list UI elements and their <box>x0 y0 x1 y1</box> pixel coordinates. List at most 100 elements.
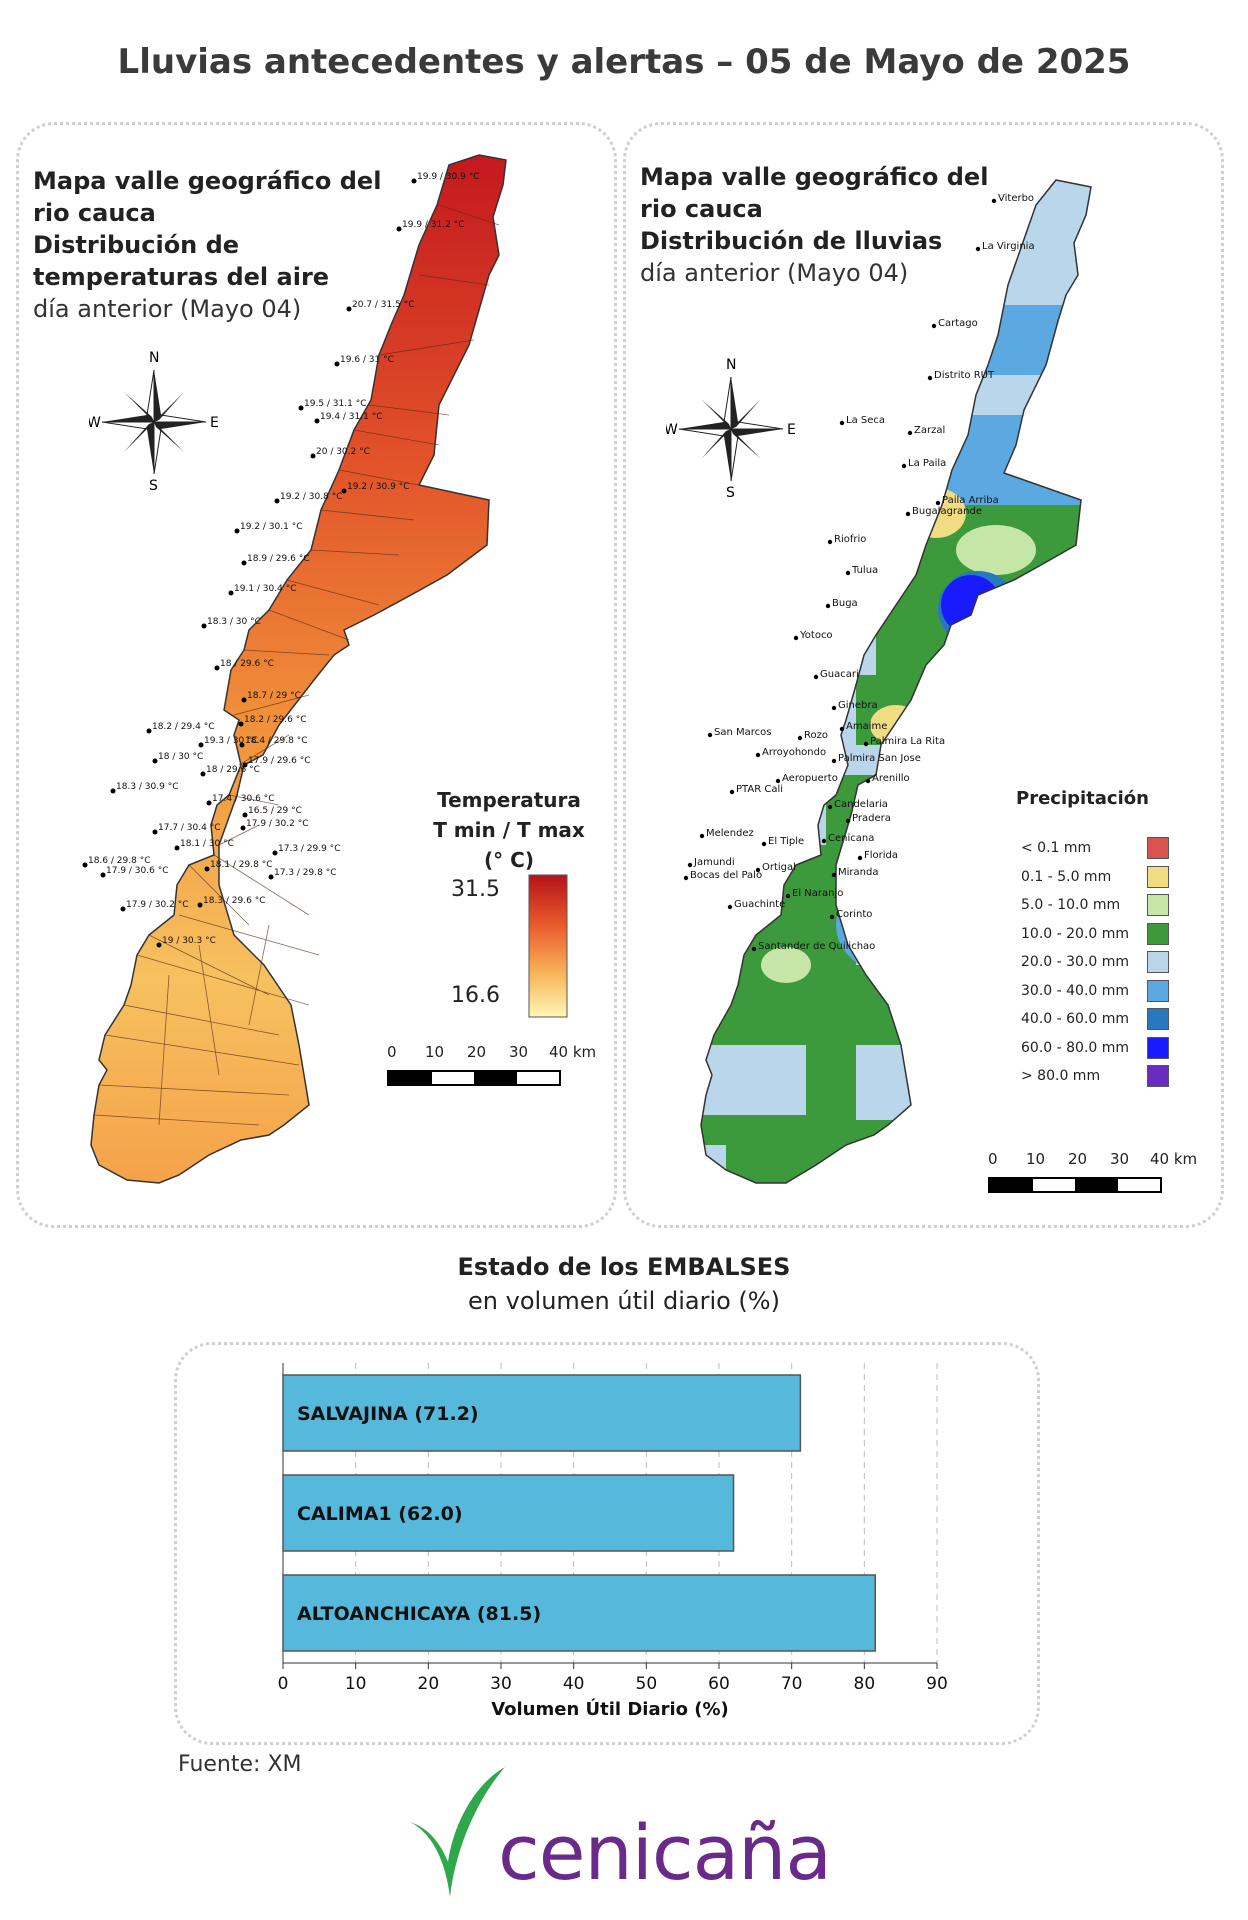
x-tick-label: 80 <box>854 1674 876 1694</box>
station-label: 18.2 / 29.6 °C <box>244 715 306 725</box>
station-label: La Seca <box>846 415 885 426</box>
station-dot <box>839 420 845 426</box>
temperature-map-panel: Mapa valle geográfico del rio cauca Dist… <box>16 122 617 1228</box>
station-dot <box>845 570 851 576</box>
station-dot <box>775 778 781 784</box>
station-label: Tulua <box>851 565 878 576</box>
station-label: 20 / 30.2 °C <box>316 447 370 457</box>
station-label: Santander de Quilichao <box>758 941 875 952</box>
compass-w: W <box>89 415 101 431</box>
station-label: 18.3 / 30.9 °C <box>116 782 178 792</box>
station-label: Guachinte <box>734 899 785 910</box>
station-dot <box>146 728 152 734</box>
reservoirs-bar-chart: SALVAJINA (71.2) CALIMA1 (62.0) ALTOANCHIC… <box>278 1363 948 1720</box>
x-tick-label: 20 <box>418 1674 440 1694</box>
station-label: La Virginia <box>982 241 1035 252</box>
station-label: Bugalagrande <box>912 506 982 517</box>
legend-title-line: T min / T max <box>433 818 585 842</box>
station-label: 19.3 / 30 °C <box>204 736 258 746</box>
station-label: 18.1 / 29.8 °C <box>210 860 272 870</box>
station-dot <box>831 758 837 764</box>
station-label: 19.6 / 31 °C <box>340 355 394 365</box>
scale-tick: 40 km <box>549 1043 597 1061</box>
station-dot <box>683 875 689 881</box>
station-dot <box>729 789 735 795</box>
station-label: Riofrio <box>834 534 866 545</box>
station-label: Viterbo <box>998 193 1034 204</box>
voronoi-lines <box>93 204 500 1126</box>
precipitation-legend-item: 10.0 - 20.0 mm <box>1021 922 1169 945</box>
compass-n: N <box>149 350 159 366</box>
station-label: 19.2 / 30.1 °C <box>240 522 302 532</box>
station-dot <box>931 323 937 329</box>
temperature-legend-title: Temperatura T min / T max (° C) <box>419 785 599 875</box>
valley-outline-rain <box>700 179 1092 1184</box>
station-label: Cenicana <box>828 833 874 844</box>
x-tick-label: 0 <box>278 1674 289 1694</box>
station-dot <box>310 453 316 459</box>
station-label: Palmira La Rita <box>870 736 945 747</box>
station-label: Jamundi <box>693 857 735 868</box>
station-dot <box>298 405 304 411</box>
compass-e: E <box>787 422 796 438</box>
station-label: Guacari <box>820 669 859 680</box>
precipitation-legend-item: 0.1 - 5.0 mm <box>1021 865 1169 888</box>
bar-salvajina <box>282 1374 802 1452</box>
compass-s: S <box>149 478 158 490</box>
x-tick-label: 10 <box>345 1674 367 1694</box>
station-label: 19 / 30.3 °C <box>162 936 216 946</box>
station-dot <box>206 800 212 806</box>
legend-swatch <box>1147 951 1169 973</box>
temperature-legend-max: 31.5 <box>451 877 500 902</box>
station-label: Florida <box>864 850 898 861</box>
station-dot <box>975 246 981 252</box>
station-dot <box>813 674 819 680</box>
temperature-legend-min: 16.6 <box>451 983 500 1008</box>
scale-tick: 0 <box>387 1043 397 1061</box>
station-label: Amaime <box>846 721 887 732</box>
legend-label: 5.0 - 10.0 mm <box>1021 897 1121 913</box>
station-dot <box>234 528 240 534</box>
heading-line: Distribución de lluvias <box>640 227 943 255</box>
x-tick-label: 30 <box>490 1674 512 1694</box>
station-dot <box>197 902 203 908</box>
station-label: 17.7 / 30.4 °C <box>158 823 220 833</box>
heading-date: día anterior (Mayo 04) <box>640 259 909 287</box>
station-label: 18.9 / 29.6 °C <box>247 554 309 564</box>
station-dot <box>201 623 207 629</box>
legend-title-line: (° C) <box>484 848 534 872</box>
station-dot <box>821 838 827 844</box>
station-label: 17.9 / 29.6 °C <box>248 756 310 766</box>
station-label: 19.2 / 30.9 °C <box>347 482 409 492</box>
station-dot <box>831 872 837 878</box>
station-label: 18.2 / 29.4 °C <box>152 722 214 732</box>
temperature-scale-bar <box>387 1070 561 1086</box>
heading-date: día anterior (Mayo 04) <box>33 295 302 323</box>
legend-title-line: Temperatura <box>437 788 581 812</box>
reservoirs-chart-panel: SALVAJINA (71.2) CALIMA1 (62.0) ALTOANCHIC… <box>174 1342 1040 1745</box>
station-dot <box>727 904 733 910</box>
station-label: Distrito RUT <box>934 370 995 381</box>
station-dot <box>785 893 791 899</box>
station-label: Pradera <box>852 813 891 824</box>
scale-tick: 10 <box>425 1043 445 1061</box>
bar-label: CALIMA1 (62.0) <box>297 1503 463 1525</box>
station-dot <box>751 946 757 952</box>
station-dot <box>411 178 417 184</box>
station-label: Corinto <box>836 909 872 920</box>
station-dot <box>865 778 871 784</box>
station-label: 18 / 30 °C <box>158 752 203 762</box>
station-label: Rozo <box>804 730 828 741</box>
station-label: 18.3 / 29.6 °C <box>203 896 265 906</box>
station-dot <box>228 590 234 596</box>
heading-line: rio cauca <box>640 195 763 223</box>
legend-label: 60.0 - 80.0 mm <box>1021 1039 1130 1056</box>
precipitation-legend-item: < 0.1 mm <box>1021 837 1169 859</box>
station-dot <box>214 665 220 671</box>
station-dot <box>152 829 158 835</box>
legend-swatch <box>1147 894 1169 916</box>
precipitation-legend-item: 5.0 - 10.0 mm <box>1021 894 1169 916</box>
station-label: Ginebra <box>838 700 878 711</box>
station-label: Arenillo <box>872 773 910 784</box>
legend-swatch <box>1147 922 1169 945</box>
